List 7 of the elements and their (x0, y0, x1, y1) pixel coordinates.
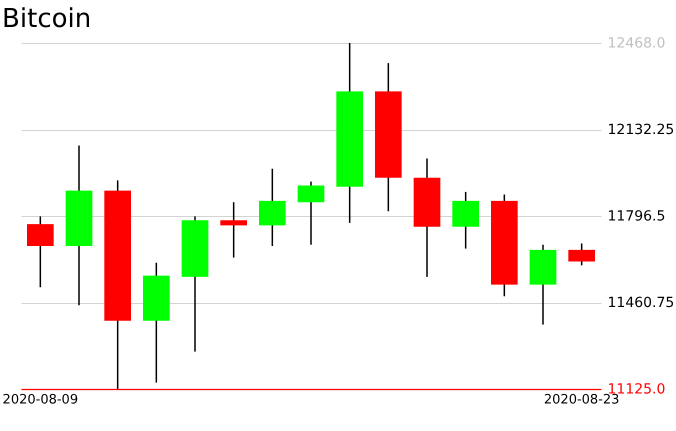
chart-title: Bitcoin (2, 4, 92, 34)
y-tick-label: 11460.75 (608, 295, 674, 311)
candlestick (220, 201, 248, 258)
y-tick-label: 12468.0 (608, 36, 666, 52)
y-tick-label: 11796.5 (608, 208, 666, 224)
y-tick-label: 12132.25 (608, 122, 674, 138)
x-tick-label: 2020-08-09 (2, 392, 78, 408)
